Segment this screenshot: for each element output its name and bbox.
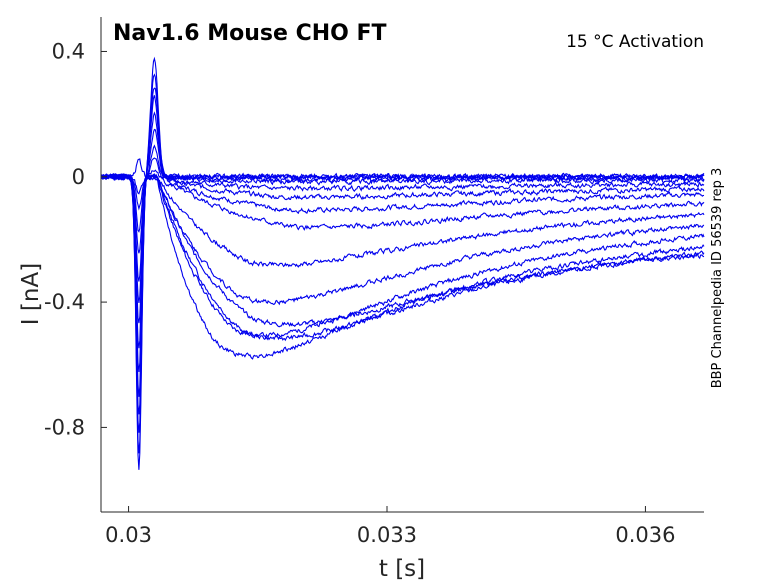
condition-label: 15 °C Activation — [566, 32, 704, 52]
trace-line-14 — [100, 173, 705, 342]
side-note: BBP Channelpedia ID 56539 rep 3 — [710, 168, 725, 389]
y-tick-label: -0.4 — [44, 290, 85, 314]
trace-line-5 — [100, 111, 705, 397]
x-tick-label: 0.036 — [615, 523, 675, 547]
trace-group — [100, 56, 705, 470]
trace-line-15 — [100, 158, 705, 328]
trace-line-8 — [100, 157, 705, 324]
x-tick-label: 0.03 — [105, 523, 152, 547]
axes-group — [100, 17, 704, 513]
trace-line-6 — [100, 128, 705, 373]
trace-line-7 — [100, 144, 705, 349]
x-tick-label: 0.033 — [357, 523, 417, 547]
chart-title: Nav1.6 Mouse CHO FT — [113, 21, 387, 46]
trace-line-1 — [100, 56, 705, 470]
trace-line-11 — [100, 173, 705, 306]
y-tick-label: 0.4 — [52, 39, 85, 63]
trace-line-3 — [100, 87, 705, 433]
trace-line-13 — [100, 173, 705, 360]
trace-line-10 — [100, 173, 705, 282]
y-tick-label: 0 — [72, 165, 85, 189]
x-axis-label: t [s] — [379, 556, 425, 582]
trace-line-2 — [100, 73, 705, 454]
trace-line-12 — [100, 173, 705, 339]
y-tick-label: -0.8 — [44, 415, 85, 439]
trace-line-9 — [100, 169, 705, 303]
trace-line-4 — [100, 95, 705, 415]
tick-labels-group: 0.03 0.033 0.036 0.4 0 -0.4 -0.8 — [44, 39, 675, 547]
y-axis-label: I [nA] — [18, 263, 44, 325]
